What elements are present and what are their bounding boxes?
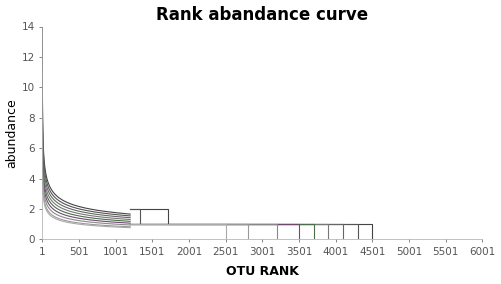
- X-axis label: OTU RANK: OTU RANK: [226, 266, 299, 278]
- Title: Rank abandance curve: Rank abandance curve: [156, 6, 368, 24]
- Y-axis label: abundance: abundance: [6, 98, 19, 168]
